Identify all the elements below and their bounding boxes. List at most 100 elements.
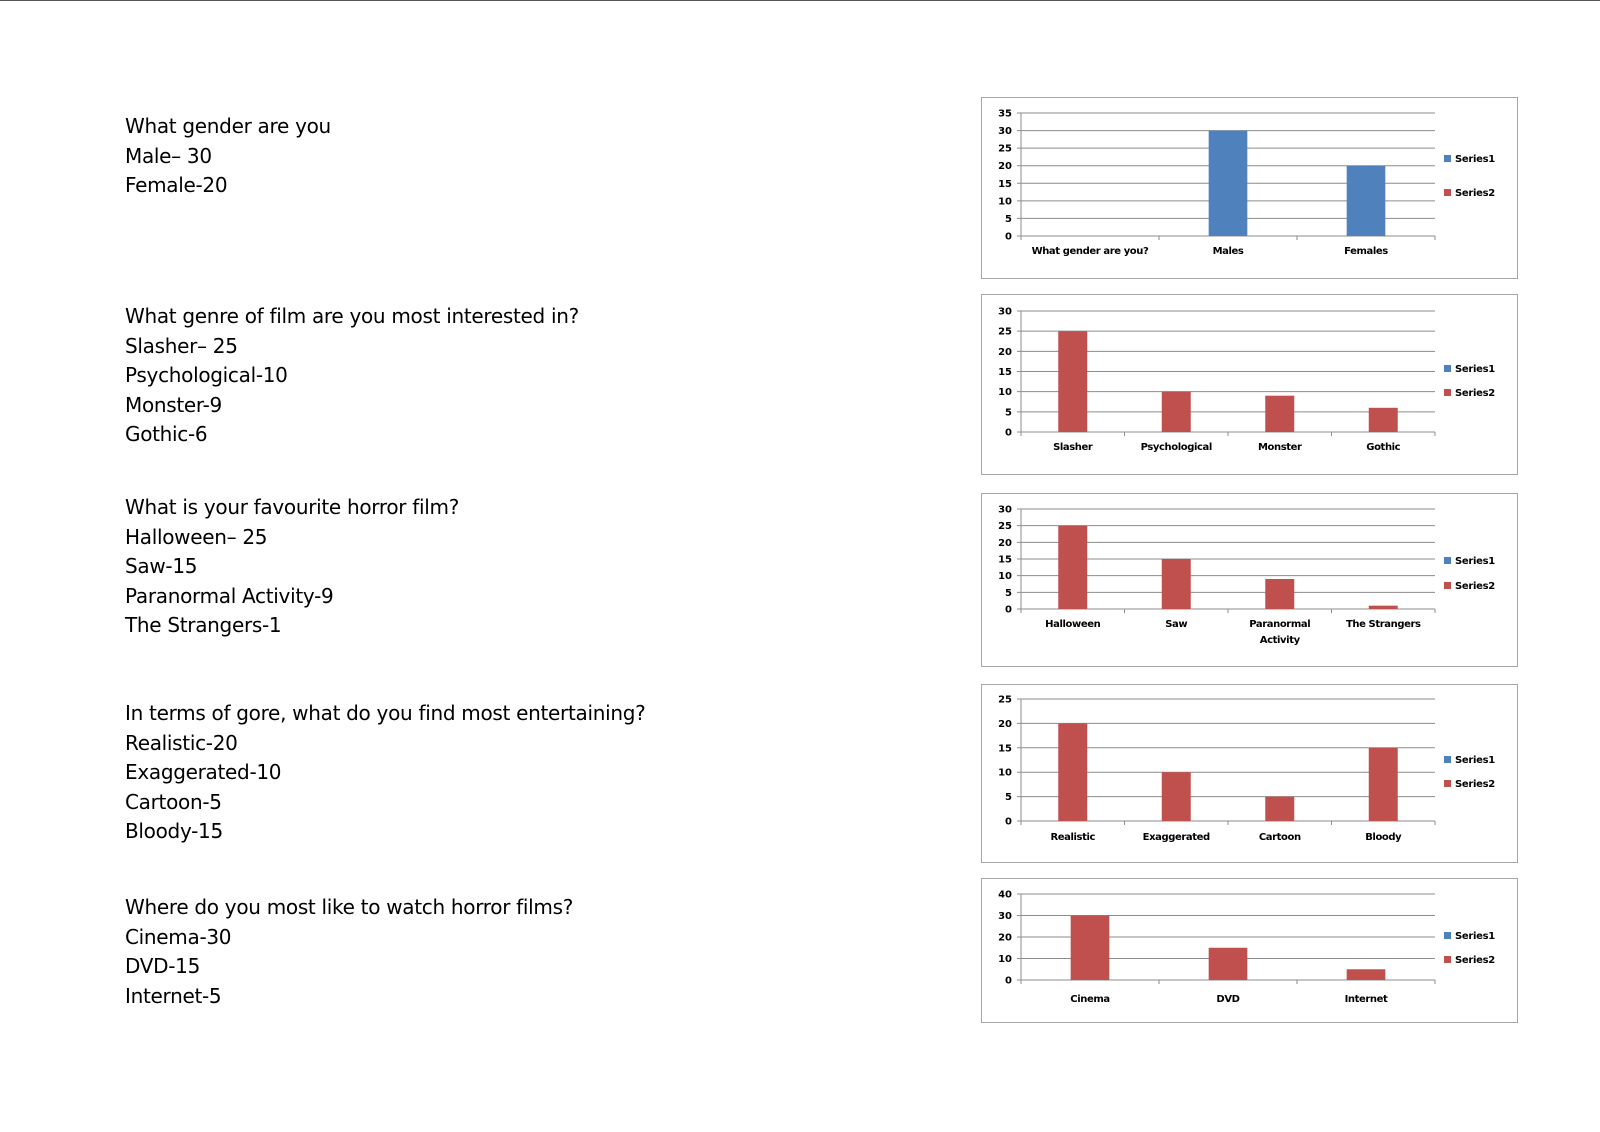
y-tick-label: 5 [1005,588,1012,599]
chart-gender: 0 5 10 15 20 25 30 35 What gender are you? Males F… [981,97,1518,279]
legend-label: Series2 [1455,955,1495,966]
answer-item: Saw-15 [125,554,198,578]
legend-label: Series1 [1455,556,1495,567]
bar [1161,391,1191,432]
x-tick-label: Cartoon [1259,832,1301,843]
legend-swatch-series2 [1444,389,1451,396]
answer-item: Realistic-20 [125,730,238,755]
y-tick-label: 20 [998,538,1012,549]
chart-svg: 0 5 10 15 20 25 30 Slasher Psychological Monster G… [998,307,1496,454]
answer-item: The Strangers-1 [125,613,282,637]
question-title: What is your favourite horror film? [125,495,460,519]
y-tick-label: 30 [998,307,1012,318]
x-tick-label: Internet [1345,994,1388,1005]
y-tick-label: 5 [1005,792,1012,803]
answer-item: DVD-15 [125,954,200,978]
answer-item: Female-20 [125,173,228,197]
question-title: In terms of gore, what do you find most … [125,701,646,725]
legend-swatch-series2 [1444,189,1451,196]
legend-swatch-series2 [1444,780,1451,787]
legend-label: Series1 [1455,755,1495,766]
answer-item: Internet-5 [125,983,222,1008]
y-tick-label: 0 [1005,817,1012,828]
y-tick-label: 30 [998,126,1012,137]
answer-item: Monster-9 [125,392,222,417]
bar [1265,579,1295,609]
y-tick-label: 0 [1005,428,1012,439]
x-tick-label: Slasher [1053,442,1093,453]
bar [1265,796,1295,821]
y-tick-label: 25 [998,695,1012,706]
bar [1368,747,1398,821]
legend-label: Series2 [1455,388,1495,399]
x-tick-label: The Strangers [1346,619,1421,630]
y-tick-label: 15 [998,743,1012,754]
answer-item: Slasher– 25 [125,333,238,358]
question-genre: What genre of film are you most interest… [125,302,579,450]
x-tick-label: DVD [1216,994,1239,1005]
y-tick-label: 0 [1005,605,1012,616]
chart-favourite-film: 0 5 10 15 20 25 30 Halloween Saw Paranormal Activi… [981,493,1518,667]
y-tick-label: 0 [1005,232,1012,243]
legend-label: Series2 [1455,188,1495,199]
x-tick-label: Monster [1258,442,1302,453]
question-title: What gender are you [125,114,331,138]
legend-label: Series1 [1455,931,1495,942]
legend-label: Series2 [1455,581,1495,592]
answer-item: Male– 30 [125,143,212,168]
legend-swatch-series1 [1444,155,1451,162]
y-tick-label: 20 [998,719,1012,730]
bar [1058,723,1088,821]
y-tick-label: 0 [1005,976,1012,987]
chart-genre: 0 5 10 15 20 25 30 Slasher Psychological Monster G… [981,294,1518,475]
x-tick-label: Cinema [1070,994,1109,1005]
y-tick-label: 35 [998,109,1012,120]
bar [1346,165,1386,236]
x-tick-label: What gender are you? [1032,246,1149,257]
chart-svg: 0 5 10 15 20 25 30 35 What gender are you? Males F… [998,109,1496,258]
bar [1058,331,1088,432]
y-tick-label: 10 [998,768,1012,779]
bar [1368,605,1398,609]
answer-item: Exaggerated-10 [125,760,282,784]
answer-item: Paranormal Activity-9 [125,583,334,608]
x-tick-label: Activity [1260,635,1301,646]
y-tick-label: 10 [998,954,1012,965]
bar [1058,525,1088,609]
legend-label: Series2 [1455,779,1495,790]
y-tick-label: 20 [998,933,1012,944]
y-tick-label: 10 [998,571,1012,582]
y-tick-label: 30 [998,505,1012,516]
x-tick-label: Gothic [1366,442,1400,453]
question-title: What genre of film are you most interest… [125,304,579,328]
y-tick-label: 10 [998,387,1012,398]
page-top-border [0,0,1600,1]
answer-item: Bloody-15 [125,819,223,843]
bar [1208,130,1248,236]
x-tick-label: Paranormal [1249,619,1310,630]
question-gore: In terms of gore, what do you find most … [125,699,646,847]
y-tick-label: 5 [1005,214,1012,225]
x-tick-label: Realistic [1050,832,1095,843]
y-tick-label: 25 [998,144,1012,155]
legend-swatch-series1 [1444,756,1451,763]
x-tick-label: Saw [1165,619,1187,630]
y-tick-label: 5 [1005,407,1012,418]
chart-svg: 0 5 10 15 20 25 Realistic Exaggerated Cartoon Blo… [998,695,1496,844]
chart-watch-location: 0 10 20 30 40 Cinema DVD Internet Series1 Series2 [981,878,1518,1023]
chart-svg: 0 5 10 15 20 25 30 Halloween Saw Paranormal Activi… [998,505,1496,647]
answer-item: Cartoon-5 [125,789,222,814]
y-tick-label: 15 [998,555,1012,566]
answer-item: Gothic-6 [125,422,208,446]
legend-swatch-series1 [1444,365,1451,372]
y-tick-label: 20 [998,161,1012,172]
x-tick-label: Exaggerated [1143,832,1210,843]
legend-label: Series1 [1455,154,1495,165]
y-tick-label: 40 [998,890,1012,901]
y-tick-label: 15 [998,179,1012,190]
legend-swatch-series1 [1444,932,1451,939]
chart-svg: 0 10 20 30 40 Cinema DVD Internet Series1 Series2 [998,890,1496,1006]
x-tick-label: Psychological [1141,442,1212,453]
y-tick-label: 15 [998,367,1012,378]
bar [1161,559,1191,609]
